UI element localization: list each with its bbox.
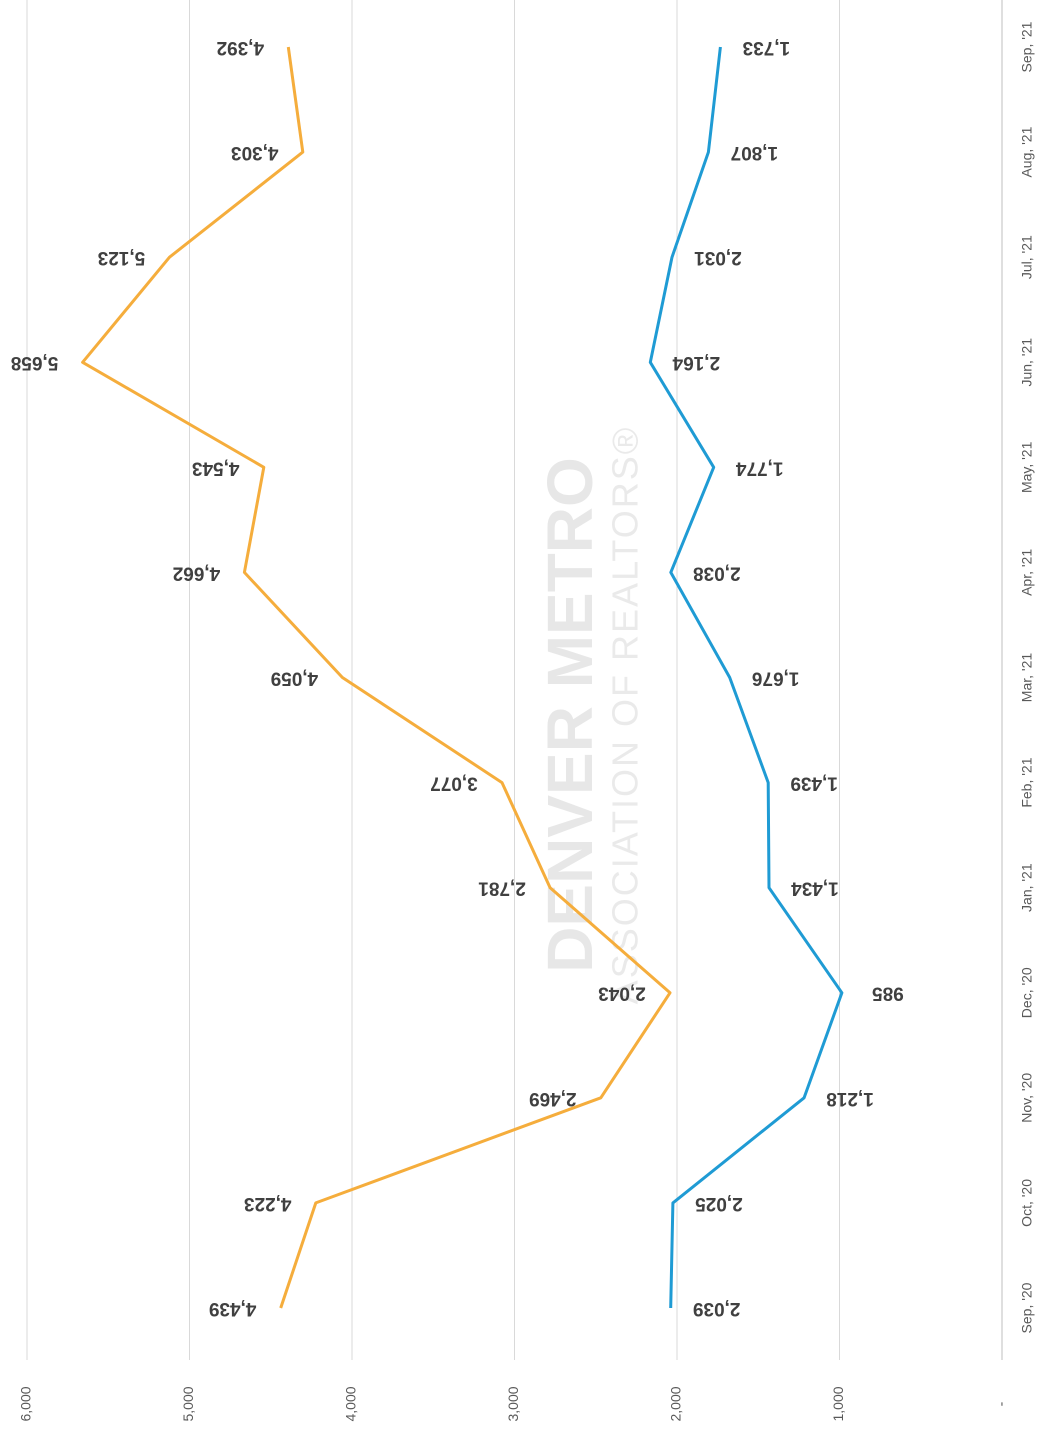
x-tick-label: Oct, '20 bbox=[1019, 1179, 1035, 1227]
data-label: 2,043 bbox=[598, 983, 646, 1004]
data-label: 2,031 bbox=[694, 247, 742, 268]
series-line bbox=[81, 46, 672, 1309]
x-tick-label: Aug, '21 bbox=[1019, 126, 1035, 177]
y-tick-label: 1,000 bbox=[830, 1386, 846, 1421]
data-label: 5,658 bbox=[11, 352, 59, 373]
x-tick-label: Mar, '21 bbox=[1019, 653, 1035, 703]
data-label: 2,469 bbox=[529, 1088, 577, 1109]
series-line bbox=[648, 46, 844, 1309]
y-tick-label: 3,000 bbox=[505, 1386, 521, 1421]
data-label: 2,039 bbox=[693, 1298, 741, 1319]
data-label: 5,123 bbox=[98, 247, 146, 268]
data-label: 985 bbox=[872, 983, 904, 1004]
data-label: 4,662 bbox=[173, 562, 221, 583]
x-tick-label: Jul, '21 bbox=[1019, 235, 1035, 279]
data-label: 4,392 bbox=[217, 37, 265, 58]
data-label: 4,223 bbox=[244, 1193, 292, 1214]
data-label: 1,434 bbox=[791, 878, 839, 899]
x-tick-label: Dec, '20 bbox=[1019, 967, 1035, 1018]
data-label: 2,164 bbox=[672, 352, 720, 373]
watermark: DENVER METRO ASSOCIATION OF REALTORS® bbox=[534, 426, 646, 1005]
data-label: 4,059 bbox=[271, 667, 319, 688]
y-tick-label: - bbox=[993, 1401, 1009, 1406]
data-label: 4,439 bbox=[209, 1298, 257, 1319]
x-tick-label: Nov, '20 bbox=[1019, 1073, 1035, 1123]
data-label: 2,781 bbox=[478, 878, 526, 899]
y-tick-label: 2,000 bbox=[668, 1386, 684, 1421]
data-label: 2,038 bbox=[693, 562, 741, 583]
x-tick-label: Apr, '21 bbox=[1019, 549, 1035, 596]
y-tick-label: 6,000 bbox=[18, 1386, 34, 1421]
watermark-subtitle: ASSOCIATION OF REALTORS® bbox=[605, 426, 646, 1005]
data-label: 1,774 bbox=[736, 457, 784, 478]
data-label: 1,439 bbox=[790, 773, 838, 794]
data-label: 1,676 bbox=[752, 667, 800, 688]
x-tick-label: Sep, '20 bbox=[1019, 1282, 1035, 1333]
x-tick-label: Sep, '21 bbox=[1019, 21, 1035, 72]
data-label: 4,303 bbox=[231, 142, 279, 163]
x-tick-label: Jun, '21 bbox=[1019, 338, 1035, 387]
data-label: 1,733 bbox=[743, 37, 791, 58]
data-label: 3,077 bbox=[430, 773, 478, 794]
data-label: 4,543 bbox=[192, 457, 240, 478]
y-tick-label: 5,000 bbox=[180, 1386, 196, 1421]
data-label: 1,807 bbox=[731, 142, 779, 163]
x-tick-label: May, '21 bbox=[1019, 441, 1035, 493]
data-label: 1,218 bbox=[826, 1088, 874, 1109]
watermark-title: DENVER METRO bbox=[534, 457, 606, 973]
y-tick-label: 4,000 bbox=[343, 1386, 359, 1421]
x-tick-label: Feb, '21 bbox=[1019, 757, 1035, 807]
data-label: 2,025 bbox=[695, 1193, 743, 1214]
x-tick-label: Jan, '21 bbox=[1019, 863, 1035, 912]
